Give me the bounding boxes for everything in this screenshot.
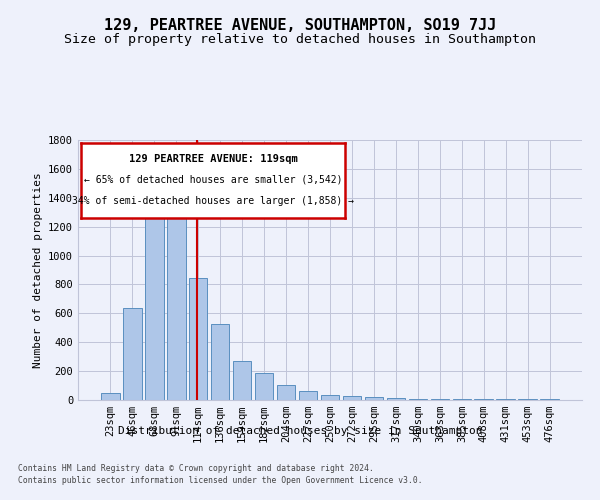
Bar xyxy=(123,308,142,400)
Bar xyxy=(343,396,361,400)
Bar xyxy=(277,385,295,400)
Text: 34% of semi-detached houses are larger (1,858) →: 34% of semi-detached houses are larger (… xyxy=(72,196,354,206)
Text: Contains HM Land Registry data © Crown copyright and database right 2024.: Contains HM Land Registry data © Crown c… xyxy=(18,464,374,473)
Bar xyxy=(409,398,427,400)
Bar xyxy=(299,390,317,400)
Text: 129, PEARTREE AVENUE, SOUTHAMPTON, SO19 7JJ: 129, PEARTREE AVENUE, SOUTHAMPTON, SO19 … xyxy=(104,18,496,32)
Bar xyxy=(365,397,383,400)
Bar xyxy=(233,361,251,400)
Bar xyxy=(475,398,493,400)
Bar xyxy=(386,398,405,400)
Bar xyxy=(452,398,471,400)
Bar xyxy=(320,395,340,400)
Text: 129 PEARTREE AVENUE: 119sqm: 129 PEARTREE AVENUE: 119sqm xyxy=(128,154,298,164)
Text: Contains public sector information licensed under the Open Government Licence v3: Contains public sector information licen… xyxy=(18,476,422,485)
Bar xyxy=(101,393,119,400)
Bar xyxy=(145,212,164,400)
Bar xyxy=(496,398,515,400)
Text: Distribution of detached houses by size in Southampton: Distribution of detached houses by size … xyxy=(118,426,482,436)
Bar xyxy=(167,202,185,400)
Bar xyxy=(189,278,208,400)
Bar xyxy=(431,398,449,400)
Bar xyxy=(518,398,537,400)
Bar xyxy=(211,324,229,400)
Y-axis label: Number of detached properties: Number of detached properties xyxy=(32,172,43,368)
Text: Size of property relative to detached houses in Southampton: Size of property relative to detached ho… xyxy=(64,32,536,46)
Text: ← 65% of detached houses are smaller (3,542): ← 65% of detached houses are smaller (3,… xyxy=(84,175,342,185)
Bar xyxy=(255,374,274,400)
Bar xyxy=(541,398,559,400)
